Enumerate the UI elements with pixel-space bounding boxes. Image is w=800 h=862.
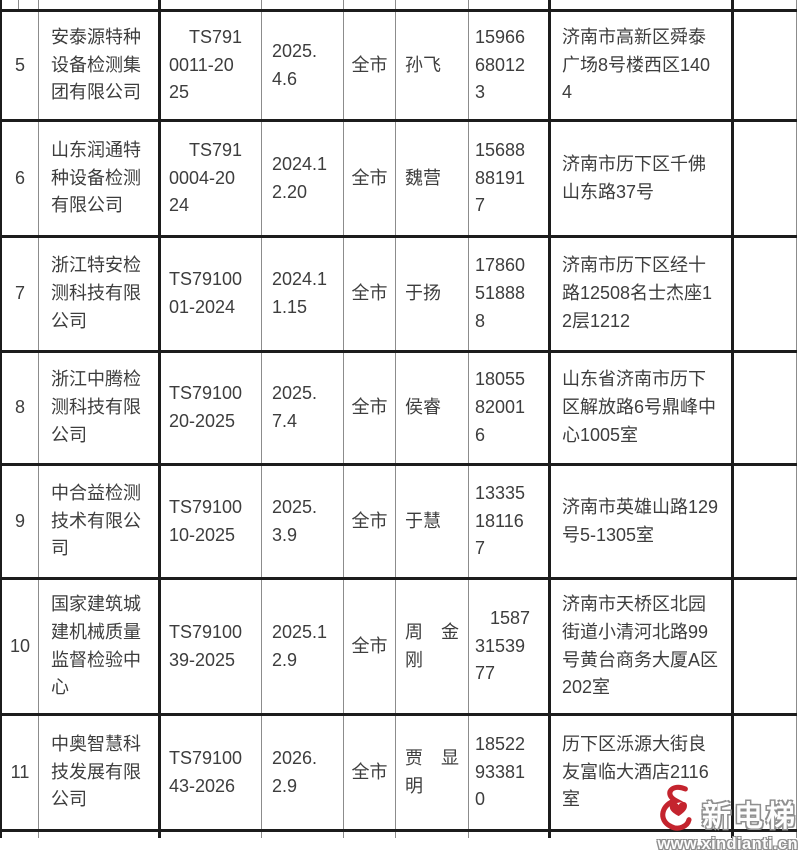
cell-empty (734, 580, 797, 713)
table-cell (262, 0, 344, 9)
cell-empty (734, 353, 797, 463)
cell-company-name: 中合益检测 技术有限公 司 (39, 466, 161, 577)
cell-empty (734, 238, 797, 350)
table-cell (262, 832, 344, 838)
cell-row-number: 11 (2, 716, 39, 829)
cell-phone-number: 18522 93381 0 (469, 716, 551, 829)
table-cell (2, 0, 39, 9)
cell-contact-name: 侯睿 (396, 353, 469, 463)
divider (18, 0, 19, 9)
cell-date: 2025.1 2.9 (262, 580, 344, 713)
cell-phone-number: 15966 68012 3 (469, 12, 551, 119)
cell-date: 2024.1 1.15 (262, 238, 344, 350)
cell-company-name: 山东润通特 种设备检测 有限公司 (39, 122, 161, 235)
cell-contact-name: 贾 显 明 (396, 716, 469, 829)
table-row: 10 国家建筑城 建机械质量 监督检验中 心 TS79100 39-2025 2… (2, 580, 797, 716)
cell-certificate-number: TS791 0011-20 25 (161, 12, 262, 119)
cell-empty (734, 716, 797, 829)
cell-contact-name: 于慧 (396, 466, 469, 577)
table-cell (551, 0, 734, 9)
table-cell (396, 0, 469, 9)
cell-row-number: 6 (2, 122, 39, 235)
cell-certificate-number: TS79100 39-2025 (161, 580, 262, 713)
cell-region: 全市 (344, 122, 396, 235)
cell-phone-number: 1587 31539 77 (469, 580, 551, 713)
table-cell (344, 832, 396, 838)
table-row: 9 中合益检测 技术有限公 司 TS79100 10-2025 2025. 3.… (2, 466, 797, 580)
cell-company-name: 安泰源特种 设备检测集 团有限公司 (39, 12, 161, 119)
table-row: 5 安泰源特种 设备检测集 团有限公司 TS791 0011-20 25 202… (2, 12, 797, 122)
cell-region: 全市 (344, 12, 396, 119)
cell-address: 山东省济南市历下 区解放路6号鼎峰中 心1005室 (551, 353, 734, 463)
cell-phone-number: 13335 18116 7 (469, 466, 551, 577)
table-cell (469, 832, 551, 838)
cell-region: 全市 (344, 238, 396, 350)
cell-row-number: 7 (2, 238, 39, 350)
cell-company-name: 国家建筑城 建机械质量 监督检验中 心 (39, 580, 161, 713)
table-cell (551, 832, 734, 838)
table-row-clipped-top (2, 0, 797, 12)
cell-address: 济南市英雄山路129 号5-1305室 (551, 466, 734, 577)
cell-empty (734, 12, 797, 119)
inspection-agencies-table: 5 安泰源特种 设备检测集 团有限公司 TS791 0011-20 25 202… (0, 0, 797, 838)
table-cell (469, 0, 551, 9)
cell-empty (734, 466, 797, 577)
cell-date: 2025. 7.4 (262, 353, 344, 463)
cell-region: 全市 (344, 466, 396, 577)
cell-address: 济南市天桥区北园 街道小清河北路99 号黄台商务大厦A区 202室 (551, 580, 734, 713)
cell-phone-number: 18055 82001 6 (469, 353, 551, 463)
table-row: 6 山东润通特 种设备检测 有限公司 TS791 0004-20 24 2024… (2, 122, 797, 238)
table-cell (344, 0, 396, 9)
cell-certificate-number: TS79100 20-2025 (161, 353, 262, 463)
table-cell (161, 832, 262, 838)
cell-company-name: 中奥智慧科 技发展有限 公司 (39, 716, 161, 829)
cell-region: 全市 (344, 353, 396, 463)
cell-contact-name: 魏营 (396, 122, 469, 235)
cell-certificate-number: TS791 0004-20 24 (161, 122, 262, 235)
table-cell (396, 832, 469, 838)
table-cell (39, 0, 161, 9)
cell-address: 济南市历下区千佛 山东路37号 (551, 122, 734, 235)
cell-row-number: 9 (2, 466, 39, 577)
cell-contact-name: 周 金 刚 (396, 580, 469, 713)
table-row: 11 中奥智慧科 技发展有限 公司 TS79100 43-2026 2026. … (2, 716, 797, 832)
cell-certificate-number: TS79100 01-2024 (161, 238, 262, 350)
cell-contact-name: 孙飞 (396, 12, 469, 119)
cell-region: 全市 (344, 716, 396, 829)
cell-date: 2024.1 2.20 (262, 122, 344, 235)
cell-date: 2025. 3.9 (262, 466, 344, 577)
cell-certificate-number: TS79100 43-2026 (161, 716, 262, 829)
cell-company-name: 浙江中腾检 测科技有限 公司 (39, 353, 161, 463)
cell-row-number: 5 (2, 12, 39, 119)
table-row-clipped-bottom (2, 832, 797, 838)
cell-row-number: 10 (2, 580, 39, 713)
cell-company-name: 浙江特安检 测科技有限 公司 (39, 238, 161, 350)
cell-date: 2026. 2.9 (262, 716, 344, 829)
cell-certificate-number: TS79100 10-2025 (161, 466, 262, 577)
cell-empty (734, 122, 797, 235)
table-cell (2, 832, 39, 838)
cell-address: 历下区泺源大街良 友富临大酒店2116 室 (551, 716, 734, 829)
cell-region: 全市 (344, 580, 396, 713)
cell-row-number: 8 (2, 353, 39, 463)
table-row: 8 浙江中腾检 测科技有限 公司 TS79100 20-2025 2025. 7… (2, 353, 797, 466)
table-cell (161, 0, 262, 9)
table-cell (734, 832, 797, 838)
cell-contact-name: 于扬 (396, 238, 469, 350)
cell-date: 2025. 4.6 (262, 12, 344, 119)
table-cell (734, 0, 797, 9)
table-row: 7 浙江特安检 测科技有限 公司 TS79100 01-2024 2024.1 … (2, 238, 797, 353)
cell-address: 济南市高新区舜泰 广场8号楼西区140 4 (551, 12, 734, 119)
cell-phone-number: 15688 88191 7 (469, 122, 551, 235)
cell-address: 济南市历下区经十 路12508名士杰座1 2层1212 (551, 238, 734, 350)
table-cell (39, 832, 161, 838)
cell-phone-number: 17860 51888 8 (469, 238, 551, 350)
